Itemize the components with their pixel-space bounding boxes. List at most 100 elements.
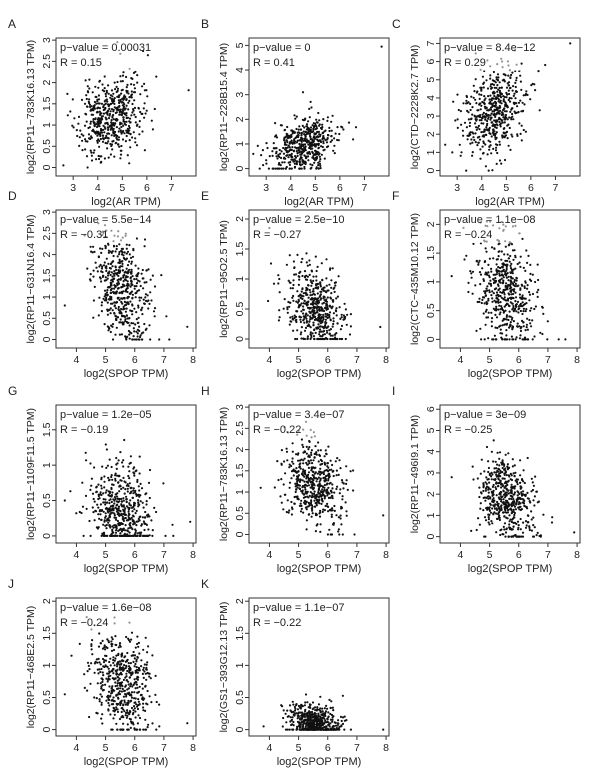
data-point [305, 480, 308, 483]
data-point [108, 308, 111, 312]
data-point [492, 114, 496, 117]
data-point [106, 110, 109, 113]
data-point [321, 510, 324, 513]
data-point [104, 498, 107, 501]
data-point [130, 94, 133, 97]
data-point [105, 534, 108, 538]
data-point [504, 535, 507, 538]
data-point [498, 287, 501, 290]
data-point [303, 450, 306, 453]
data-point [508, 514, 511, 517]
data-point [505, 322, 509, 325]
data-point [331, 463, 334, 467]
data-point [108, 502, 111, 505]
data-point [111, 338, 115, 341]
data-point [127, 510, 130, 513]
data-point [499, 470, 502, 473]
data-point [313, 315, 316, 318]
data-point [147, 481, 151, 484]
data-point [120, 307, 123, 311]
data-point [141, 338, 144, 341]
data-point [326, 133, 330, 137]
data-point [125, 75, 128, 79]
data-point [497, 266, 500, 269]
data-point [256, 144, 259, 147]
data-point [341, 495, 344, 498]
data-point [312, 297, 315, 300]
data-point [474, 122, 477, 125]
data-point [132, 534, 135, 538]
data-point [128, 139, 131, 142]
data-point [296, 453, 299, 456]
x-tick-label: 4 [457, 549, 463, 561]
data-point [99, 263, 102, 266]
data-point [452, 100, 455, 103]
y-tick-label: 2 [234, 116, 246, 122]
data-point [324, 322, 327, 325]
data-point [487, 274, 490, 277]
data-point [487, 466, 490, 470]
data-point [89, 534, 92, 538]
data-point [340, 316, 343, 319]
data-point [137, 338, 140, 341]
data-point [103, 87, 106, 90]
data-point [521, 493, 524, 496]
data-point [275, 152, 278, 155]
data-point [315, 300, 318, 303]
data-point [119, 311, 123, 314]
data-point [138, 534, 141, 538]
data-point [132, 327, 135, 330]
data-point [544, 63, 547, 67]
data-point [502, 498, 505, 501]
data-point [81, 149, 84, 152]
data-point [128, 477, 131, 480]
data-point [98, 117, 101, 120]
data-point [286, 459, 289, 462]
data-point [507, 144, 510, 147]
data-point [135, 493, 138, 496]
data-point [573, 531, 576, 534]
data-point [301, 492, 304, 495]
data-point [279, 495, 282, 498]
data-point [503, 528, 506, 531]
data-point [485, 287, 488, 290]
data-point [305, 156, 308, 159]
data-point [128, 260, 131, 263]
data-point [328, 129, 331, 133]
data-point [301, 257, 304, 260]
data-point [496, 463, 499, 466]
data-point [130, 90, 133, 93]
data-point [285, 149, 288, 152]
data-point [125, 129, 128, 132]
data-point [485, 114, 488, 117]
data-point [334, 460, 337, 463]
data-point [114, 333, 117, 336]
data-point [465, 126, 468, 129]
data-point [95, 266, 98, 269]
data-point [301, 443, 304, 446]
data-point [503, 317, 506, 320]
data-point [300, 490, 303, 493]
data-point [104, 266, 107, 269]
data-point [294, 315, 298, 318]
data-point [500, 113, 503, 117]
data-point [482, 278, 485, 281]
data-point [299, 304, 302, 307]
data-point [330, 491, 333, 494]
data-point [308, 288, 311, 292]
data-point [164, 534, 167, 538]
data-point [503, 296, 506, 299]
data-point [484, 271, 487, 274]
data-point [95, 485, 98, 488]
data-point [282, 152, 286, 155]
data-point [93, 149, 96, 152]
data-point [291, 457, 294, 460]
data-point [517, 503, 520, 506]
data-point [313, 126, 316, 129]
data-point [478, 93, 481, 96]
data-point [329, 334, 332, 337]
data-point [546, 320, 549, 323]
data-point [532, 535, 535, 538]
data-point [491, 110, 494, 113]
